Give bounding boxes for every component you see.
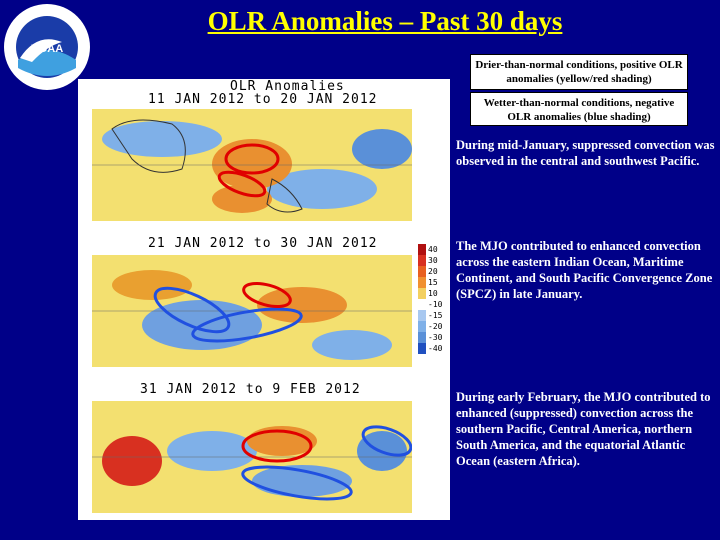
scale-tick-label: -20 [428,322,443,331]
scale-tick-label: -40 [428,344,443,353]
scale-swatch [418,266,426,277]
scale-step: -20 [418,321,442,332]
scale-tick-label: 40 [428,245,438,254]
note-mid-january: During mid-January, suppressed convectio… [456,138,715,168]
noaa-logo: NOAA [4,4,90,90]
ellipse-blue-2a [153,286,231,334]
ellipse-red-3 [241,429,313,463]
scale-swatch [418,288,426,299]
ellipse-red-1a [224,143,280,175]
scale-step: 40 [418,244,442,255]
ellipse-red-2 [242,282,292,308]
scale-tick-label: 15 [428,278,438,287]
scale-tick-label: 20 [428,267,438,276]
ellipse-blue-3a [241,465,353,501]
scale-step: -40 [418,343,442,354]
note-late-january: The MJO contributed to enhanced convecti… [456,239,713,301]
scale-swatch [418,255,426,266]
scale-step: 20 [418,266,442,277]
scale-step: -30 [418,332,442,343]
scale-tick-label: -30 [428,333,443,342]
scale-swatch [418,277,426,288]
scale-step: 10 [418,288,442,299]
map-panel-3 [92,401,412,513]
legend-positive: Drier-than-normal conditions, positive O… [470,54,688,90]
panel2-period: 21 JAN 2012 to 30 JAN 2012 [148,236,378,251]
scale-tick-label: -10 [428,300,443,309]
ellipse-blue-3b [361,425,412,457]
legend-negative: Wetter-than-normal conditions, negative … [470,92,688,126]
scale-step: 15 [418,277,442,288]
scale-swatch [418,321,426,332]
scale-step: -15 [418,310,442,321]
panel1-period: 11 JAN 2012 to 20 JAN 2012 [148,92,378,107]
maps-header: OLR Anomalies [230,79,345,94]
map-panel-1 [92,109,412,221]
logo-center-text: NOAA [31,43,63,55]
color-scale: 40 30 20 15 10 -10 -15 -20 -30 -40 [418,244,442,354]
map-panel-2 [92,255,412,367]
scale-step: 30 [418,255,442,266]
ellipse-red-1b [217,170,267,198]
slide-title: OLR Anomalies – Past 30 days [207,6,563,36]
note-early-february: During early February, the MJO contribut… [456,390,711,468]
scale-swatch [418,310,426,321]
olr-maps-panel: OLR Anomalies 11 JAN 2012 to 20 JAN 2012… [78,79,450,520]
scale-swatch [418,332,426,343]
scale-swatch [418,343,426,354]
scale-tick-label: 10 [428,289,438,298]
ellipse-blue-2b [191,307,303,343]
panel3-period: 31 JAN 2012 to 9 FEB 2012 [140,382,361,397]
scale-tick-label: 30 [428,256,438,265]
scale-swatch [418,299,426,310]
scale-swatch [418,244,426,255]
scale-step: -10 [418,299,442,310]
scale-tick-label: -15 [428,311,443,320]
